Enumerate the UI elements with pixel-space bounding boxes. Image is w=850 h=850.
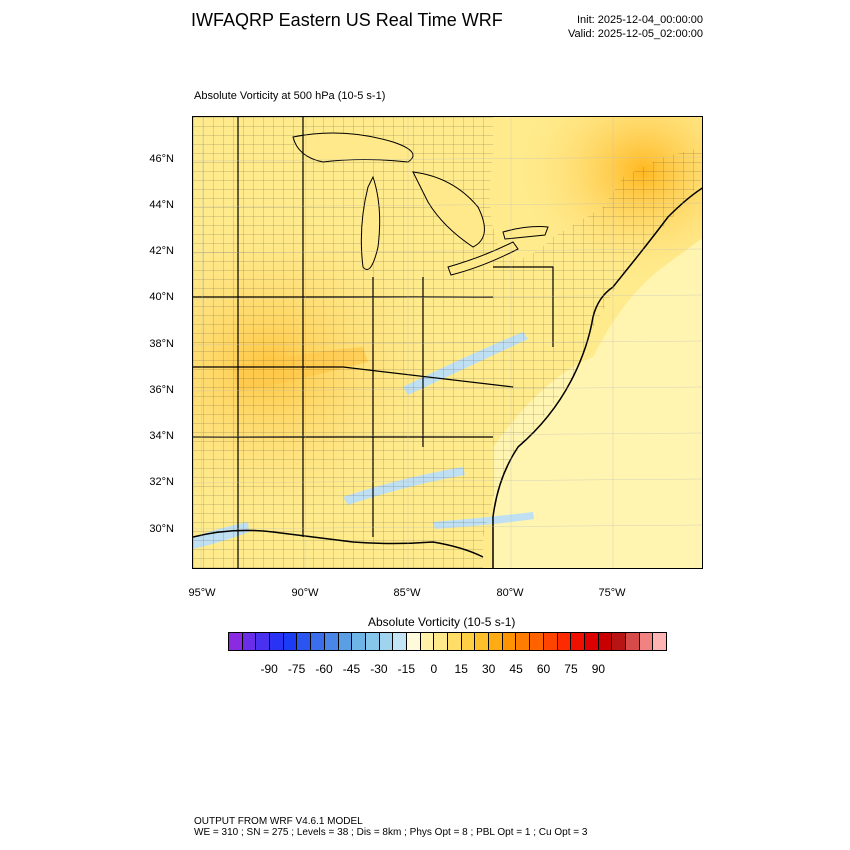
- colorbar-tick-label: -45: [342, 662, 361, 676]
- colorbar-swatch: [612, 633, 626, 650]
- lat-label: 44°N: [149, 199, 174, 211]
- colorbar-tick-label: -30: [370, 662, 388, 676]
- colorbar-tick-label: 0: [430, 662, 438, 676]
- colorbar-swatch: [598, 633, 613, 650]
- valid-time: Valid: 2025-12-05_02:00:00: [568, 28, 703, 40]
- colorbar-tick-label: 60: [536, 662, 551, 676]
- lat-label: 38°N: [149, 338, 174, 350]
- colorbar-tick-label: 45: [509, 662, 523, 676]
- colorbar-swatch: [338, 633, 353, 650]
- colorbar-swatch: [625, 633, 640, 650]
- colorbar-swatch: [311, 633, 325, 650]
- colorbar-tick-label: 90: [591, 662, 606, 676]
- colorbar-swatch: [489, 633, 503, 650]
- colorbar-swatch: [584, 633, 599, 650]
- colorbar-title: Absolute Vorticity (10-5 s-1): [368, 615, 516, 629]
- map-svg: [193, 117, 702, 568]
- colorbar-swatch: [502, 633, 517, 650]
- lat-label: 46°N: [149, 153, 174, 165]
- colorbar: [228, 632, 667, 651]
- colorbar-swatch: [379, 633, 394, 650]
- lat-label: 34°N: [149, 430, 174, 442]
- lon-label: 85°W: [393, 587, 421, 599]
- colorbar-swatch: [639, 633, 654, 650]
- colorbar-swatch: [434, 633, 448, 650]
- lat-label: 36°N: [149, 384, 174, 396]
- colorbar-swatch: [530, 633, 544, 650]
- lat-label: 30°N: [149, 523, 174, 535]
- lat-label: 32°N: [149, 476, 174, 488]
- colorbar-tick-label: -60: [315, 662, 333, 676]
- colorbar-swatch: [352, 633, 366, 650]
- colorbar-swatch: [543, 633, 558, 650]
- lat-label: 42°N: [149, 245, 174, 257]
- lon-label: 75°W: [598, 587, 626, 599]
- colorbar-swatch: [229, 633, 243, 650]
- colorbar-swatch: [393, 633, 407, 650]
- colorbar-tick-label: 15: [454, 662, 468, 676]
- colorbar-swatch: [242, 633, 257, 650]
- colorbar-swatch: [365, 633, 380, 650]
- colorbar-tick-label: -15: [397, 662, 416, 676]
- colorbar-tick-label: 30: [481, 662, 496, 676]
- lat-label: 40°N: [149, 291, 174, 303]
- footer-model: OUTPUT FROM WRF V4.6.1 MODEL: [194, 816, 363, 827]
- colorbar-swatch: [270, 633, 284, 650]
- colorbar-tick-label: -75: [287, 662, 306, 676]
- colorbar-swatch: [406, 633, 421, 650]
- colorbar-swatch: [448, 633, 462, 650]
- lon-label: 90°W: [291, 587, 319, 599]
- plot-title: IWFAQRP Eastern US Real Time WRF: [191, 10, 503, 30]
- vorticity-map: [192, 116, 703, 569]
- colorbar-swatch: [557, 633, 572, 650]
- colorbar-swatch: [324, 633, 339, 650]
- colorbar-swatch: [571, 633, 585, 650]
- colorbar-swatch: [516, 633, 531, 650]
- colorbar-swatch: [420, 633, 435, 650]
- colorbar-swatch: [475, 633, 490, 650]
- colorbar-swatch: [653, 633, 666, 650]
- colorbar-swatch: [283, 633, 298, 650]
- footer-config: WE = 310 ; SN = 275 ; Levels = 38 ; Dis …: [194, 827, 588, 838]
- colorbar-swatch: [461, 633, 476, 650]
- init-time: Init: 2025-12-04_00:00:00: [577, 14, 703, 26]
- lon-label: 95°W: [188, 587, 216, 599]
- colorbar-swatch: [297, 633, 312, 650]
- field-label: Absolute Vorticity at 500 hPa (10-5 s-1): [194, 90, 386, 102]
- lon-label: 80°W: [496, 587, 524, 599]
- colorbar-swatch: [256, 633, 271, 650]
- colorbar-tick-label: 75: [564, 662, 578, 676]
- colorbar-tick-label: -90: [260, 662, 278, 676]
